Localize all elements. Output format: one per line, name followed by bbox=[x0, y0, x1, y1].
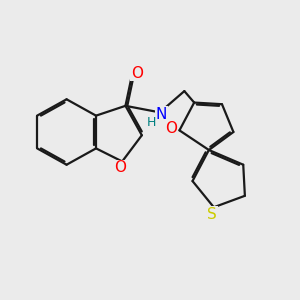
Text: O: O bbox=[165, 121, 177, 136]
Text: N: N bbox=[156, 106, 167, 122]
Text: S: S bbox=[207, 207, 217, 222]
Text: O: O bbox=[115, 160, 127, 175]
Text: O: O bbox=[131, 66, 143, 81]
Text: H: H bbox=[147, 116, 156, 129]
